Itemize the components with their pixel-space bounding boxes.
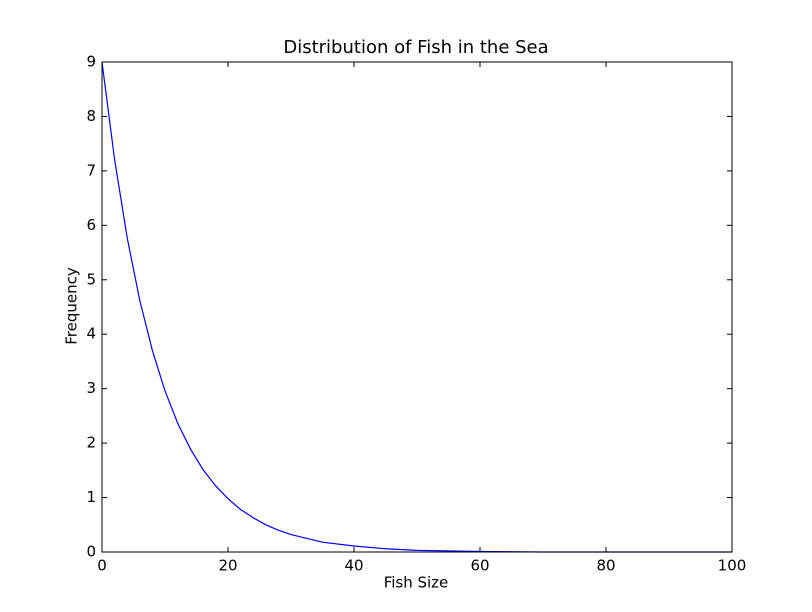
x-tick-label: 0 <box>97 557 107 575</box>
x-tick-label: 20 <box>218 557 237 575</box>
y-tick-label: 3 <box>86 379 96 397</box>
y-tick-label: 5 <box>86 270 96 288</box>
y-tick-label: 2 <box>86 434 96 452</box>
chart-title: Distribution of Fish in the Sea <box>283 37 548 58</box>
y-tick-label: 8 <box>86 107 96 125</box>
x-tick-label: 60 <box>470 557 489 575</box>
x-tick-label: 40 <box>344 557 363 575</box>
x-tick-label: 80 <box>596 557 615 575</box>
y-tick-label: 7 <box>86 161 96 179</box>
x-axis-label: Fish Size <box>384 574 449 592</box>
y-tick-label: 0 <box>86 543 96 561</box>
y-tick-label: 9 <box>86 53 96 71</box>
y-axis-label: Frequency <box>63 267 81 345</box>
y-tick-label: 4 <box>86 325 96 343</box>
line <box>101 61 732 553</box>
axes-frame <box>101 61 733 553</box>
y-tick-label: 1 <box>86 488 96 506</box>
y-tick-label: 6 <box>86 216 96 234</box>
x-tick-label: 100 <box>718 557 747 575</box>
